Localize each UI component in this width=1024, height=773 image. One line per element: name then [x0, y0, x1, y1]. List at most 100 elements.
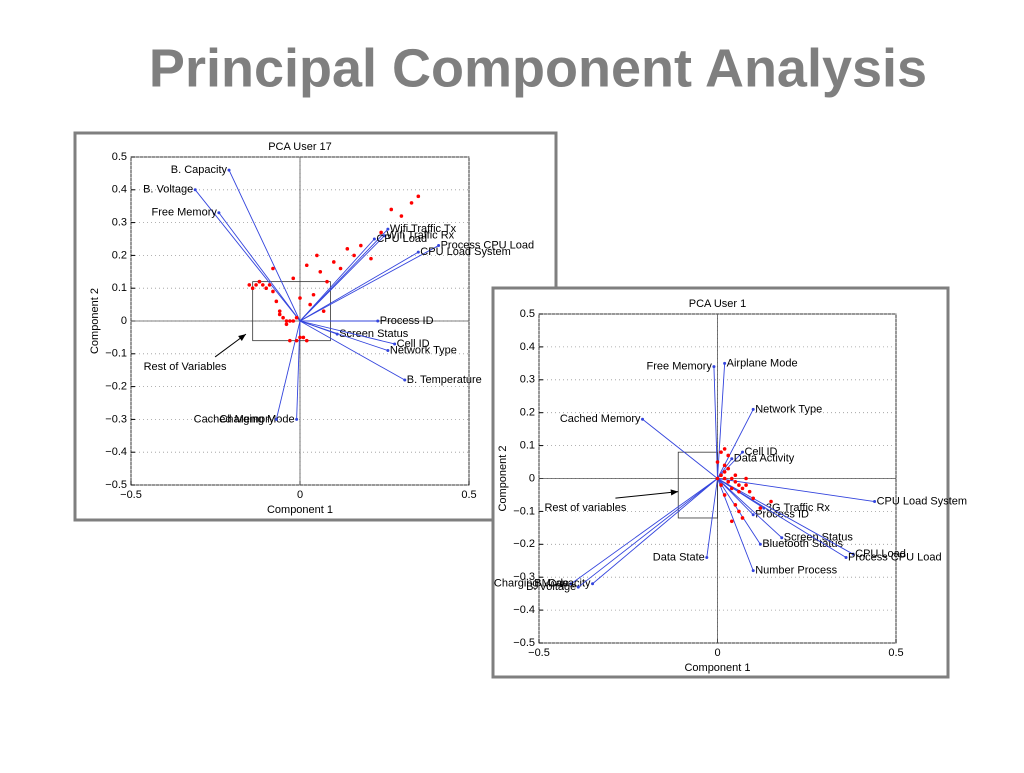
loading-vector	[299, 320, 389, 351]
x-tick-label: 0	[714, 647, 720, 659]
score-point	[399, 214, 404, 218]
y-tick-label: 0.5	[112, 151, 127, 163]
score-point	[769, 499, 773, 504]
vector-label: Data Activity	[734, 453, 795, 465]
score-point	[729, 476, 734, 481]
loading-vector	[218, 212, 301, 322]
score-point	[751, 496, 755, 501]
score-point	[722, 493, 727, 497]
vector-label: Process CPU Load	[441, 239, 535, 251]
slide-title: Principal Component Analysis	[149, 38, 927, 98]
score-point	[715, 460, 720, 464]
score-point	[359, 243, 363, 248]
y-tick-label: 0.2	[520, 407, 535, 419]
loading-vector	[299, 320, 406, 381]
score-point	[284, 319, 289, 323]
y-tick-label: −0.1	[105, 348, 127, 360]
y-tick-label: 0.3	[112, 217, 127, 229]
vector-end	[740, 450, 744, 454]
vector-label: Airplane Mode	[727, 357, 798, 369]
score-point	[294, 315, 299, 320]
vector-label: Data State	[653, 551, 705, 563]
score-point	[284, 322, 289, 327]
score-point	[729, 486, 734, 491]
score-point	[726, 466, 731, 471]
score-point	[719, 473, 723, 478]
chart-title: PCA User 1	[689, 298, 746, 310]
score-point	[715, 476, 720, 481]
score-point	[298, 296, 302, 300]
x-tick-label: −0.5	[120, 489, 142, 501]
vector-label: Screen Status	[339, 328, 409, 340]
score-point	[315, 253, 319, 258]
score-point	[304, 338, 309, 343]
score-point	[722, 476, 727, 481]
loading-vector	[275, 320, 301, 420]
loading-vector	[706, 478, 718, 558]
vector-label: B. Voltage	[143, 184, 193, 196]
x-tick-label: 0	[297, 489, 303, 501]
y-tick-label: 0.4	[112, 184, 127, 196]
loading-vector	[713, 366, 718, 479]
score-point	[369, 256, 373, 261]
chart: PCA User 1 Component 1 Component 2 −0.5 0 0.5…	[491, 286, 967, 679]
score-point	[729, 519, 734, 524]
vector-end	[712, 365, 716, 369]
chart-title: PCA User 17	[268, 141, 332, 153]
score-point	[298, 335, 302, 340]
score-point	[257, 279, 262, 284]
loading-vector	[299, 228, 389, 322]
vector-label: Cached Memory	[194, 413, 275, 425]
score-point	[389, 207, 394, 212]
score-point	[274, 299, 279, 304]
loading-vector	[717, 409, 754, 479]
vector-end	[437, 244, 441, 248]
y-tick-label: −0.4	[513, 604, 535, 616]
vector-end	[386, 349, 390, 353]
vector-label: Wifi Traffic Tx	[390, 223, 457, 235]
vector-end	[217, 211, 221, 215]
vector-end	[403, 378, 407, 382]
loading-vector	[299, 238, 375, 322]
score-point	[291, 319, 296, 323]
y-tick-label: −0.5	[105, 479, 127, 491]
y-tick-label: 0.3	[520, 374, 535, 386]
vector-label: CPU Load	[376, 233, 427, 245]
score-point	[726, 479, 731, 484]
vector-label: B. Temperature	[407, 374, 482, 386]
vector-end	[193, 188, 197, 192]
loading-vector	[642, 418, 718, 479]
vector-label: Cell ID	[397, 338, 430, 350]
score-point	[719, 450, 723, 454]
vector-end	[372, 237, 376, 241]
vector-label: 3G Traffic Rx	[766, 502, 830, 514]
y-tick-label: 0.1	[112, 282, 127, 294]
vector-label: Cached Memory	[560, 413, 641, 425]
y-tick-label: −0.2	[105, 381, 127, 393]
score-point	[379, 230, 383, 235]
vector-end	[873, 500, 877, 504]
score-point	[277, 312, 282, 317]
vector-label: CPU Load System	[420, 246, 510, 258]
annotation-arrow	[615, 491, 679, 499]
score-point	[744, 476, 748, 481]
vector-end	[576, 585, 580, 589]
vector-label: Wifi Traffic Rx	[387, 230, 455, 242]
score-point	[733, 479, 738, 484]
arrow-head	[238, 334, 246, 342]
score-point	[318, 270, 323, 274]
score-point	[311, 292, 316, 297]
score-point	[733, 473, 738, 478]
vector-end	[383, 234, 386, 238]
score-point	[308, 302, 312, 307]
score-point	[271, 266, 275, 271]
vector-label: B. Capacity	[171, 164, 228, 176]
score-point	[737, 509, 741, 514]
vector-end	[751, 407, 755, 411]
vector-end	[705, 555, 709, 559]
loading-vector	[717, 478, 875, 502]
score-point	[345, 247, 350, 251]
y-axis-label: Component 2	[89, 288, 101, 354]
loading-vector	[299, 320, 395, 345]
